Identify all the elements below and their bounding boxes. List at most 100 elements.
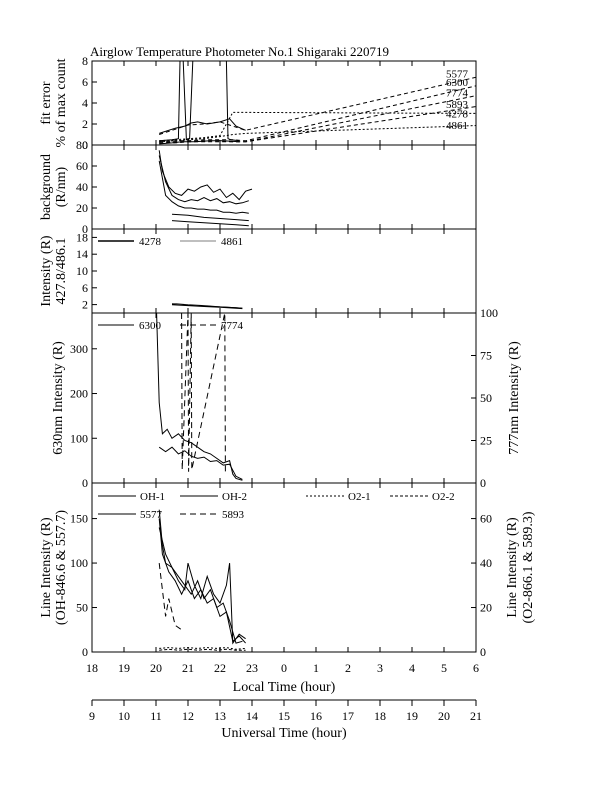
chart-panel-background: 0 20 40 60 80 background (R/nm) — [39, 138, 477, 236]
series-line-o2-2 — [159, 648, 246, 651]
y-tick-label: 18 — [76, 230, 88, 244]
local-time-tick-label: 6 — [473, 661, 479, 675]
panel-frame — [91, 144, 477, 230]
y-right-tick-label: 100 — [480, 306, 498, 320]
y-axis-label: Intensity (R) — [39, 235, 54, 306]
local-time-tick-label: 21 — [182, 661, 194, 675]
series-line — [158, 150, 253, 201]
legend-label-4861: 4861 — [446, 120, 468, 132]
y-axis-label: 630nm Intensity (R) — [51, 341, 66, 455]
legend-label-6300: 6300 — [446, 77, 469, 89]
legend-label-o2-1: O2-1 — [348, 491, 371, 503]
chart-panel-fit-error: 0 2 4 6 8 fit error% of max count 557763007774… — [39, 54, 477, 152]
local-time-tick-label: 20 — [150, 661, 162, 675]
series-line-oh-2 — [158, 518, 246, 644]
y-tick-label: 8 — [82, 54, 88, 68]
y-right-tick-label: 0 — [480, 476, 486, 490]
chart-panel-intensity-4278-4861: 2 6 10 14 18 Intensity (R) 427.8/486.1 4278 4861 — [39, 228, 477, 314]
legend-label-oh-1: OH-1 — [140, 491, 165, 503]
legend-label-5893: 5893 — [222, 509, 245, 521]
universal-time-tick-label: 16 — [310, 709, 322, 723]
local-time-tick-label: 3 — [377, 661, 383, 675]
universal-time-tick-label: 21 — [470, 709, 482, 723]
y-tick-label: 200 — [70, 387, 88, 401]
y-right-axis-label: (O2-866.1 & 589.3) — [521, 511, 536, 623]
y-right-tick-label: 60 — [480, 512, 492, 526]
series-line-4861 — [171, 303, 243, 309]
legend-label-o2-2: O2-2 — [432, 491, 455, 503]
legend-label-7774: 7774 — [221, 320, 244, 332]
y-tick-label: 0 — [82, 645, 88, 659]
universal-time-axis-label: Universal Time (hour) — [221, 726, 347, 741]
local-time-tick-label: 4 — [409, 661, 415, 675]
series-line-4278 — [171, 303, 243, 310]
series-line-7774 — [159, 95, 476, 144]
y-tick-label: 6 — [82, 75, 88, 89]
local-time-tick-label: 5 — [441, 661, 447, 675]
series-line-4278 — [159, 111, 476, 142]
universal-time-tick-label: 9 — [89, 709, 95, 723]
universal-time-tick-label: 12 — [182, 709, 194, 723]
local-time-tick-label: 18 — [86, 661, 98, 675]
y-tick-label: 0 — [82, 222, 88, 236]
series-line — [158, 160, 249, 214]
y-tick-label: 2 — [82, 117, 88, 131]
series-line — [159, 140, 240, 145]
y-tick-label: 60 — [76, 159, 88, 173]
y-right-tick-label: 20 — [480, 601, 492, 615]
legend-label-4861: 4861 — [221, 236, 243, 248]
y-tick-label: 14 — [76, 247, 88, 261]
local-time-tick-label: 22 — [214, 661, 226, 675]
local-time-tick-label: 0 — [281, 661, 287, 675]
universal-time-tick-label: 11 — [150, 709, 162, 723]
y-tick-label: 10 — [76, 264, 88, 278]
universal-time-tick-label: 18 — [374, 709, 386, 723]
y-right-tick-label: 0 — [480, 645, 486, 659]
legend-label-4278: 4278 — [139, 236, 162, 248]
y-axis-label: fit error — [39, 81, 54, 124]
figure-title: Airglow Temperature Photometer No.1 Shig… — [90, 44, 389, 59]
local-time-tick-label: 19 — [118, 661, 130, 675]
legend-label-7774: 7774 — [446, 88, 469, 100]
y-tick-label: 80 — [76, 138, 88, 152]
universal-time-tick-label: 20 — [438, 709, 450, 723]
local-time-tick-label: 1 — [313, 661, 319, 675]
y-tick-label: 0 — [82, 138, 88, 152]
panel-frame — [91, 312, 477, 484]
universal-time-tick-label: 17 — [342, 709, 354, 723]
legend-label-5577: 5577 — [446, 69, 469, 81]
series-line — [171, 213, 249, 222]
y-tick-label: 40 — [76, 180, 88, 194]
y-axis-label: % of max count — [54, 58, 69, 147]
universal-time-tick-label: 14 — [246, 709, 258, 723]
series-line — [159, 61, 240, 142]
y-tick-label: 50 — [76, 601, 88, 615]
y-axis-label: background — [39, 154, 54, 220]
chart-panel-630-777: 0 100 200 300 0 25 50 75 100 630nm Intensity (R) 7… — [51, 306, 522, 490]
legend-label-4278: 4278 — [446, 109, 469, 121]
y-tick-label: 150 — [70, 512, 88, 526]
y-right-tick-label: 40 — [480, 556, 492, 570]
y-tick-label: 0 — [82, 476, 88, 490]
series-line-4861 — [159, 125, 476, 143]
legend-label-5893: 5893 — [446, 99, 469, 111]
series-line — [158, 155, 249, 205]
legend-label-6300: 6300 — [139, 320, 162, 332]
series-line-o2-1 — [159, 647, 246, 650]
y-axis-label: (R/nm) — [54, 166, 69, 207]
y-right-tick-label: 50 — [480, 391, 492, 405]
legend-label-5577: 5577 — [140, 509, 163, 521]
y-right-tick-label: 75 — [480, 349, 492, 363]
y-right-tick-label: 25 — [480, 434, 492, 448]
y-tick-label: 6 — [82, 281, 88, 295]
y-tick-label: 100 — [70, 556, 88, 570]
series-line — [171, 220, 249, 227]
series-line-5893 — [158, 563, 182, 631]
series-line-oh-1 — [158, 509, 246, 645]
y-tick-label: 2 — [82, 298, 88, 312]
y-tick-label: 4 — [82, 96, 88, 110]
universal-time-tick-label: 10 — [118, 709, 130, 723]
series-line-7774 — [181, 313, 226, 475]
